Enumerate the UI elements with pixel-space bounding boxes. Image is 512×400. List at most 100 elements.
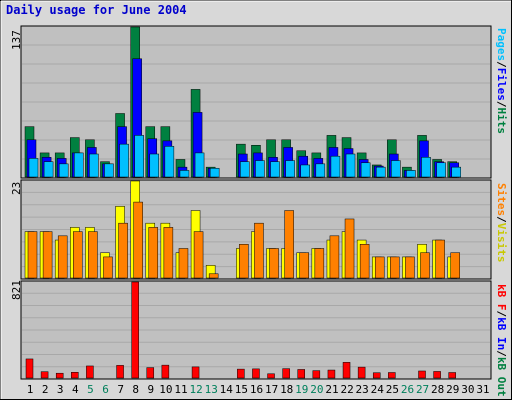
x-tick-label: 7 — [117, 383, 124, 396]
kbytes-bar — [342, 362, 351, 379]
legend-sep: / — [495, 61, 508, 68]
x-tick-label: 1 — [27, 383, 34, 396]
pages-bar — [421, 157, 431, 178]
x-tick-label: 2 — [42, 383, 49, 396]
kbytes-bar — [372, 372, 381, 379]
pages-bar — [451, 166, 461, 178]
pages-bar — [104, 163, 114, 178]
pages-bar — [300, 164, 310, 178]
pages-bar — [270, 161, 280, 178]
x-tick-label: 9 — [148, 383, 155, 396]
pages-bar — [436, 162, 446, 178]
sites-bar — [27, 231, 38, 279]
kbytes-bar — [327, 369, 336, 379]
sites-bar — [148, 227, 159, 279]
kbytes-bar — [116, 365, 124, 379]
pages-bar — [255, 160, 265, 178]
legend-hits: Hits — [495, 107, 508, 135]
pages-bar — [74, 152, 84, 178]
sites-bar — [299, 252, 309, 279]
sites-bar — [118, 222, 128, 279]
sites-bar — [254, 222, 264, 279]
x-tick-label: 5 — [87, 383, 94, 396]
legend-pages: Pages — [495, 28, 508, 62]
x-tick-label: 28 — [431, 383, 444, 396]
x-tick-label: 19 — [295, 383, 308, 396]
sites-bar — [374, 256, 385, 279]
pages-bar — [134, 135, 144, 178]
pages-bar — [58, 163, 69, 178]
x-tick-label: 22 — [340, 383, 353, 396]
sites-bar — [193, 231, 204, 279]
x-tick-label: 25 — [386, 383, 399, 396]
kbytes-bar — [433, 371, 441, 379]
pages-bar — [28, 158, 39, 178]
pages-bar — [406, 170, 416, 178]
kbytes-bar — [388, 372, 396, 379]
x-tick-label: 21 — [325, 383, 338, 396]
sites-bar — [163, 227, 174, 279]
x-tick-label: 31 — [476, 383, 489, 396]
kbytes-bar — [282, 368, 290, 379]
legend-kbout: kB Out — [495, 356, 508, 397]
sites-bar — [208, 273, 219, 279]
kbytes-bar — [86, 365, 94, 379]
kbytes-bar — [25, 358, 34, 379]
pages-bar — [149, 153, 160, 178]
x-tick-label: 15 — [235, 383, 248, 396]
pages-bar — [285, 160, 295, 178]
legend-sites: Sites — [495, 183, 508, 217]
pages-bar — [315, 163, 326, 178]
sites-bar — [284, 210, 294, 279]
x-tick-label: 30 — [461, 383, 474, 396]
x-tick-label: 26 — [401, 383, 414, 396]
sites-bar — [390, 256, 400, 279]
sites-bar — [405, 256, 415, 279]
legend-sep: / — [495, 100, 508, 108]
pages-bar — [240, 161, 250, 178]
pages-bar — [89, 153, 99, 178]
x-tick-label: 13 — [205, 383, 218, 396]
x-tick-label: 20 — [310, 383, 323, 396]
sites-bar — [133, 201, 143, 279]
x-tick-label: 27 — [416, 383, 429, 396]
legend-visits: Visits — [495, 222, 508, 263]
sites-bar — [314, 248, 325, 279]
sites-bar — [42, 231, 53, 279]
legend-bottom: kB F/kB In/kB Out — [495, 284, 508, 397]
sites-bar — [103, 256, 113, 279]
sites-bar — [269, 248, 279, 279]
legend-files: Files — [495, 67, 508, 101]
pages-bar — [391, 160, 401, 178]
x-tick-label: 8 — [132, 383, 139, 396]
sites-bar — [344, 218, 355, 279]
panel1-ymax-label: 137 — [10, 30, 23, 50]
x-tick-label: 16 — [250, 383, 263, 396]
x-tick-label: 6 — [102, 383, 109, 396]
x-tick-label: 4 — [72, 383, 79, 396]
panel2-ymax-label: 23 — [10, 181, 23, 195]
sites-bar — [420, 252, 430, 279]
legend-sep: / — [495, 216, 508, 223]
kbytes-bar — [297, 369, 305, 379]
x-tick-label: 17 — [265, 383, 278, 396]
kbytes-bar — [131, 281, 139, 379]
pages-bar — [164, 146, 175, 178]
sites-bar — [88, 231, 98, 279]
sites-bar — [359, 244, 370, 279]
legend-sep: / — [495, 350, 508, 357]
x-tick-label: 18 — [280, 383, 293, 396]
kbytes-bar — [55, 372, 64, 379]
x-tick-label: 11 — [174, 383, 187, 396]
legend-top: Pages/Files/Hits — [495, 28, 508, 134]
legend-kbin: kB In — [495, 317, 508, 351]
sites-bar — [178, 248, 189, 279]
x-tick-label: 14 — [220, 383, 234, 396]
kbytes-bar — [191, 366, 200, 379]
kbytes-bar — [161, 364, 170, 379]
sites-bar — [57, 235, 68, 279]
sites-bar — [329, 235, 340, 279]
chart-title: Daily usage for June 2004 — [6, 3, 187, 17]
